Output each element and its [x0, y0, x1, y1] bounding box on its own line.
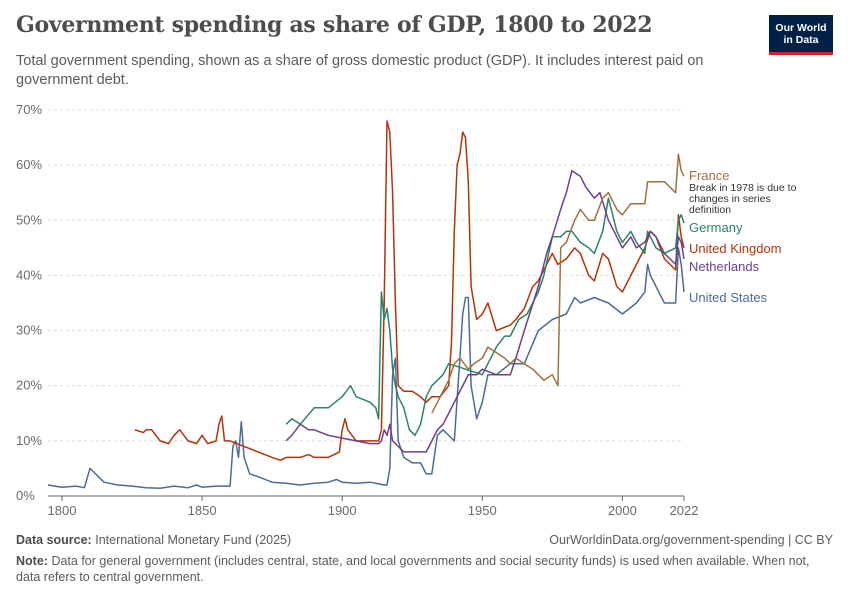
- chart-subtitle: Total government spending, shown as a sh…: [16, 53, 704, 88]
- x-tick-label: 1800: [48, 503, 77, 518]
- owid-logo[interactable]: Our World in Data: [769, 15, 833, 55]
- source-label: Data source:: [16, 533, 92, 547]
- series-line-germany: [285, 197, 685, 437]
- y-tick-label: 50%: [16, 212, 42, 227]
- x-tick-label: 1950: [468, 503, 497, 518]
- chart-note: Note: Data for general government (inclu…: [16, 553, 816, 585]
- x-tick-label: 1900: [328, 503, 357, 518]
- x-tick-label: 1850: [188, 503, 217, 518]
- note-text: Data for general government (includes ce…: [16, 554, 810, 584]
- series-label-united-kingdom: United Kingdom: [689, 241, 782, 256]
- france-annotation-line: definition: [689, 204, 731, 216]
- y-tick-label: 10%: [16, 433, 42, 448]
- series-label-germany: Germany: [689, 220, 743, 235]
- series-labels: United States United Kingdom Germany Nether…: [689, 168, 797, 305]
- series-line-united-states: [47, 247, 685, 490]
- x-tick-label: 2022: [670, 503, 699, 518]
- series-lines: [47, 120, 685, 490]
- y-tick-label: 40%: [16, 267, 42, 282]
- note-label: Note:: [16, 554, 48, 568]
- chart-title: Government spending as share of GDP, 180…: [16, 12, 653, 38]
- series-label-france: France: [689, 168, 729, 183]
- chart-url[interactable]: OurWorldinData.org/government-spending |…: [549, 533, 833, 547]
- france-annotation-line: Break in 1978 is due to: [689, 182, 797, 194]
- y-tick-label: 60%: [16, 157, 42, 172]
- x-tick-label: 2000: [608, 503, 637, 518]
- france-annotation-line: changes in series: [689, 193, 771, 205]
- y-tick-label: 0%: [16, 488, 35, 503]
- series-line-netherlands: [285, 169, 685, 453]
- series-label-united-states: United States: [689, 290, 768, 305]
- series-label-netherlands: Netherlands: [689, 259, 760, 274]
- y-tick-label: 70%: [16, 102, 42, 117]
- y-tick-label: 30%: [16, 323, 42, 338]
- series-line-united-kingdom: [134, 120, 685, 461]
- grid-lines: 0% 10% 20% 30% 40% 50% 60% 70% 1800 1850 1900 1950 2…: [16, 102, 698, 518]
- data-source: Data source: International Monetary Fund…: [16, 533, 291, 547]
- y-tick-label: 20%: [16, 378, 42, 393]
- logo-line-1: Our World: [775, 21, 827, 34]
- source-link[interactable]: International Monetary Fund (2025): [95, 533, 292, 547]
- series-line-france: [431, 153, 685, 414]
- logo-line-2: in Data: [783, 33, 819, 46]
